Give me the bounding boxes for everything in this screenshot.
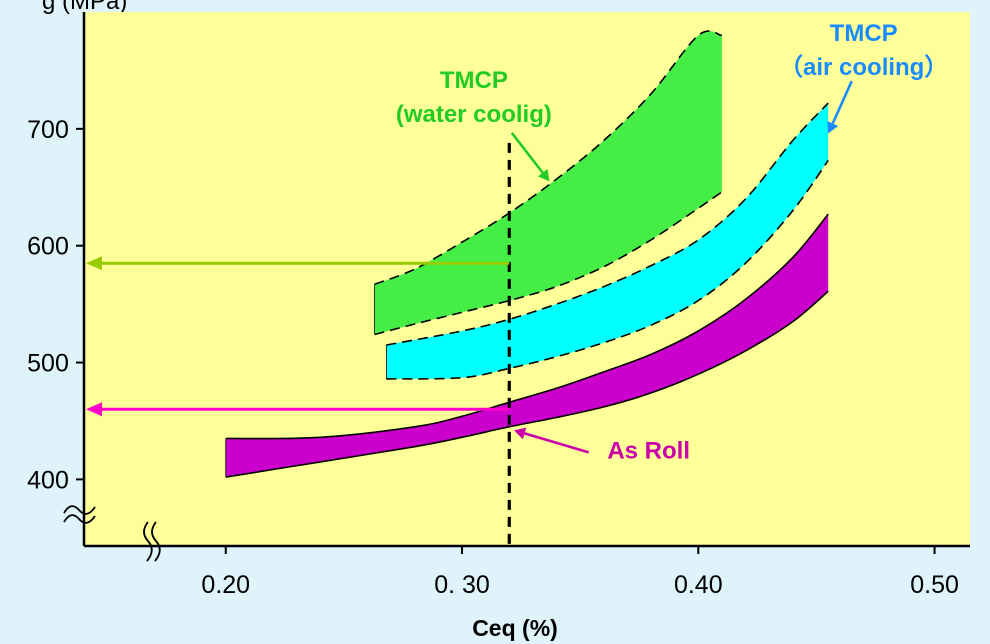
y-tick-label-3: 500 bbox=[27, 350, 69, 378]
band-upper-line-1 bbox=[374, 30, 723, 286]
x-tick-label-4: 0.50 bbox=[910, 571, 959, 599]
band-fill-3 bbox=[225, 214, 829, 478]
annotation-pointer-1 bbox=[510, 132, 544, 174]
x-axis-label: Ceq (%) bbox=[472, 615, 558, 641]
annotation-2-line-2: （air cooling） bbox=[779, 54, 948, 81]
y-ticks-layer: 700 600 500 400 bbox=[27, 116, 84, 494]
annotation-pointer-head-3 bbox=[514, 427, 527, 440]
y-tick-label-1: 700 bbox=[27, 116, 69, 144]
annotation-pointer-2 bbox=[831, 80, 853, 125]
x-tick-label-3: 0.40 bbox=[674, 571, 723, 599]
band-lower-line-2 bbox=[386, 159, 829, 380]
arrow-head-1 bbox=[86, 256, 102, 271]
x-tick-label-1: 0.20 bbox=[201, 571, 250, 599]
bands-layer bbox=[225, 30, 829, 478]
arrow-head-2 bbox=[86, 402, 102, 417]
chart-title-fragment: g (MPa) bbox=[42, 0, 127, 15]
y-tick-label-2: 600 bbox=[27, 233, 69, 261]
annotation-2-line-1: TMCP bbox=[830, 20, 898, 47]
band-upper-line-2 bbox=[386, 102, 829, 346]
x-axis-break-icon bbox=[143, 521, 161, 562]
annotation-pointer-head-1 bbox=[537, 169, 550, 182]
annotation-3-line-1: As Roll bbox=[607, 437, 690, 464]
y-axis-break-icon bbox=[63, 505, 96, 524]
annotation-pointer-3 bbox=[524, 432, 590, 454]
annotation-pointer-head-2 bbox=[827, 121, 839, 134]
band-fill-1 bbox=[374, 31, 722, 335]
y-tick-label-4: 400 bbox=[27, 466, 69, 494]
band-upper-line-3 bbox=[225, 213, 829, 440]
annotations-layer: TMCP (water coolig) TMCP （air cooling） As Ro… bbox=[396, 20, 949, 464]
band-lower-line-3 bbox=[225, 290, 829, 478]
band-lower-line-1 bbox=[374, 191, 723, 336]
arrows-layer bbox=[86, 256, 510, 417]
annotation-1-line-2: (water coolig) bbox=[396, 101, 552, 128]
annotation-1-line-1: TMCP bbox=[440, 67, 508, 94]
x-tick-label-2: 0. 30 bbox=[434, 571, 490, 599]
x-ticks-layer: 0.20 0. 30 0.40 0.50 bbox=[201, 546, 959, 599]
band-fill-2 bbox=[386, 103, 829, 379]
